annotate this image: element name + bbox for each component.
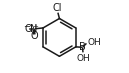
Text: N: N: [30, 24, 38, 34]
Text: Cl: Cl: [53, 3, 62, 13]
Text: O: O: [30, 31, 38, 41]
Text: B: B: [79, 42, 86, 52]
Text: −: −: [23, 23, 30, 32]
Text: O: O: [24, 24, 32, 34]
Text: OH: OH: [76, 54, 90, 63]
Text: +: +: [33, 24, 38, 30]
Text: OH: OH: [87, 38, 101, 47]
